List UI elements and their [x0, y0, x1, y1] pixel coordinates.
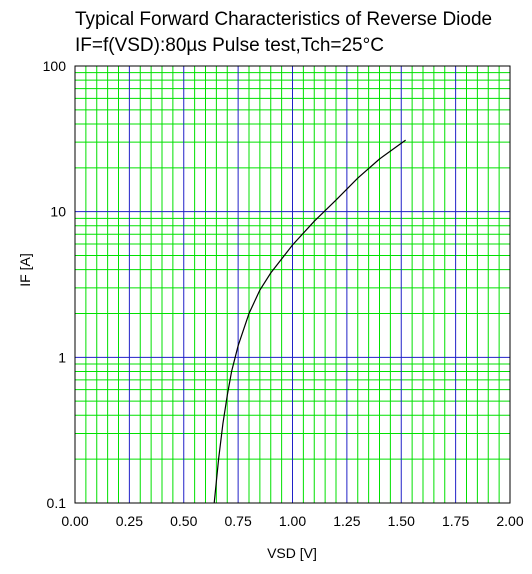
x-tick-label: 0.25	[116, 513, 143, 529]
x-tick-label: 2.00	[496, 513, 523, 529]
y-tick-label: 1	[58, 349, 66, 365]
y-tick-label: 10	[50, 204, 66, 220]
y-axis-label: IF [A]	[17, 253, 33, 286]
x-tick-label: 1.75	[442, 513, 469, 529]
plot-frame	[74, 65, 511, 504]
x-tick-label: 0.75	[225, 513, 252, 529]
series-layer	[213, 139, 406, 504]
x-axis-label: VSD [V]	[267, 545, 317, 561]
chart-subtitle: IF=f(VSD):80µs Pulse test,Tch=25°C	[75, 35, 384, 56]
x-tick-label: 1.50	[388, 513, 415, 529]
y-tick-label: 0.1	[47, 495, 67, 511]
y-tick-label: 100	[43, 58, 67, 74]
x-tick-label: 0.00	[61, 513, 88, 529]
y-tick-labels: 0.1 1 10 100	[43, 58, 67, 511]
chart-title: Typical Forward Characteristics of Rever…	[75, 9, 492, 30]
x-tick-label: 0.50	[170, 513, 197, 529]
minor-grid	[75, 66, 510, 503]
x-tick-label: 1.25	[333, 513, 360, 529]
series-line	[213, 139, 406, 504]
x-tick-label: 1.00	[279, 513, 306, 529]
major-grid	[75, 66, 510, 503]
x-tick-labels: 0.00 0.25 0.50 0.75 1.00 1.25 1.50 1.75 2.00	[61, 513, 523, 529]
